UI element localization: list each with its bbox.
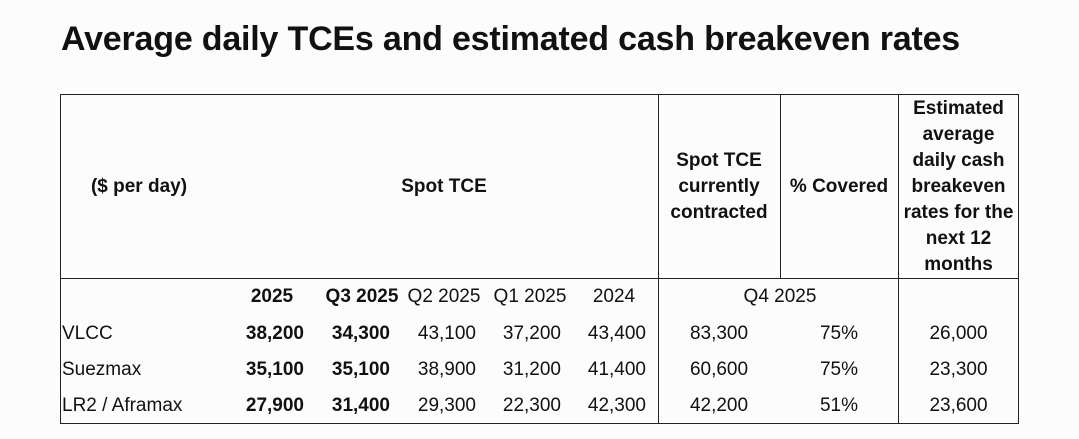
covered-header: % Covered [789, 176, 889, 197]
contracted-period: Q4 2025 [743, 286, 817, 307]
value-q2-2025: 43,100 [417, 323, 476, 344]
table-border-top [60, 94, 1019, 95]
vessel-name: Suezmax [62, 359, 142, 380]
column-divider-spot [658, 94, 659, 424]
value-2025: 35,100 [245, 359, 304, 380]
value-covered: 75% [819, 359, 858, 380]
spot-tce-header: Spot TCE [401, 176, 487, 197]
table-border-right [1018, 94, 1019, 424]
breakeven-header-line3: daily cash [912, 150, 1005, 171]
value-q1-2025: 37,200 [502, 323, 561, 344]
value-2024: 42,300 [587, 395, 646, 416]
value-q3-2025: 31,400 [331, 395, 390, 416]
vessel-name: VLCC [62, 323, 113, 344]
breakeven-header-line7: months [924, 254, 993, 275]
value-q1-2025: 31,200 [502, 359, 561, 380]
vessel-name: LR2 / Aframax [62, 395, 183, 416]
value-q2-2025: 38,900 [417, 359, 476, 380]
value-2025: 38,200 [245, 323, 304, 344]
breakeven-header-line6: next 12 [925, 228, 992, 249]
value-2024: 43,400 [587, 323, 646, 344]
value-q3-2025: 35,100 [331, 359, 390, 380]
contracted-header-line3: contracted [670, 202, 768, 223]
column-divider-breakeven [898, 94, 899, 424]
breakeven-header-line5: rates for the [903, 202, 1014, 223]
column-divider-contracted [780, 94, 781, 279]
contracted-header-line1: Spot TCE [676, 150, 762, 171]
contracted-header-line2: currently [678, 176, 760, 197]
value-q2-2025: 29,300 [417, 395, 476, 416]
value-contracted: 42,200 [689, 395, 749, 416]
value-breakeven: 23,300 [929, 359, 988, 380]
value-2025: 27,900 [245, 395, 304, 416]
value-2024: 41,400 [587, 359, 646, 380]
breakeven-header: Estimated average daily cash breakeven r… [898, 96, 1019, 278]
table-border-bottom [60, 423, 1019, 424]
header-divider [60, 278, 1019, 279]
period-2025: 2025 [250, 286, 294, 307]
value-contracted: 83,300 [689, 323, 749, 344]
value-breakeven: 26,000 [929, 323, 988, 344]
breakeven-header-line1: Estimated [913, 98, 1004, 119]
period-q1-2025: Q1 2025 [493, 286, 567, 307]
period-2024: 2024 [592, 286, 636, 307]
value-q1-2025: 22,300 [502, 395, 561, 416]
period-q2-2025: Q2 2025 [407, 286, 481, 307]
value-covered: 51% [819, 395, 858, 416]
breakeven-header-line2: average [922, 124, 995, 145]
unit-label-header: ($ per day) [90, 176, 188, 197]
value-contracted: 60,600 [689, 359, 749, 380]
value-covered: 75% [819, 323, 858, 344]
contracted-header: Spot TCE currently contracted [658, 148, 780, 226]
breakeven-header-line4: breakeven [911, 176, 1006, 197]
value-breakeven: 23,600 [929, 395, 988, 416]
table-border-left [60, 94, 61, 424]
period-q3-2025: Q3 2025 [325, 286, 399, 307]
page-title: Average daily TCEs and estimated cash br… [61, 20, 961, 58]
tce-table: ($ per day) Spot TCE Spot TCE currently … [60, 94, 1019, 424]
value-q3-2025: 34,300 [331, 323, 390, 344]
